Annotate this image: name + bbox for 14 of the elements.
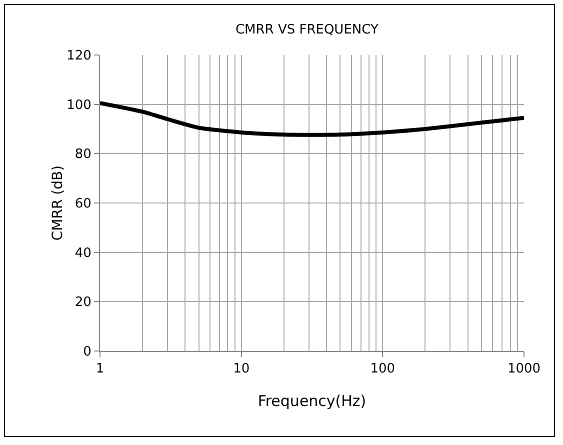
y-tick-label: 100 bbox=[66, 98, 92, 113]
y-tick-label: 120 bbox=[66, 48, 92, 64]
y-tick-label: 20 bbox=[74, 295, 92, 310]
chart-title: CMRR VS FREQUENCY bbox=[235, 22, 378, 38]
x-tick-label: 1 bbox=[96, 362, 104, 377]
x-tick-label: 100 bbox=[370, 362, 396, 377]
y-tick-label: 40 bbox=[74, 246, 92, 261]
x-axis-title: Frequency(Hz) bbox=[258, 392, 366, 410]
x-tick-label: 10 bbox=[233, 362, 250, 377]
y-axis-title: CMRR (dB) bbox=[50, 165, 66, 241]
y-tick-label: 0 bbox=[83, 344, 92, 360]
y-tick-label: 60 bbox=[74, 196, 92, 212]
y-tick-label: 80 bbox=[74, 147, 92, 162]
x-tick-label: 1000 bbox=[507, 362, 541, 377]
